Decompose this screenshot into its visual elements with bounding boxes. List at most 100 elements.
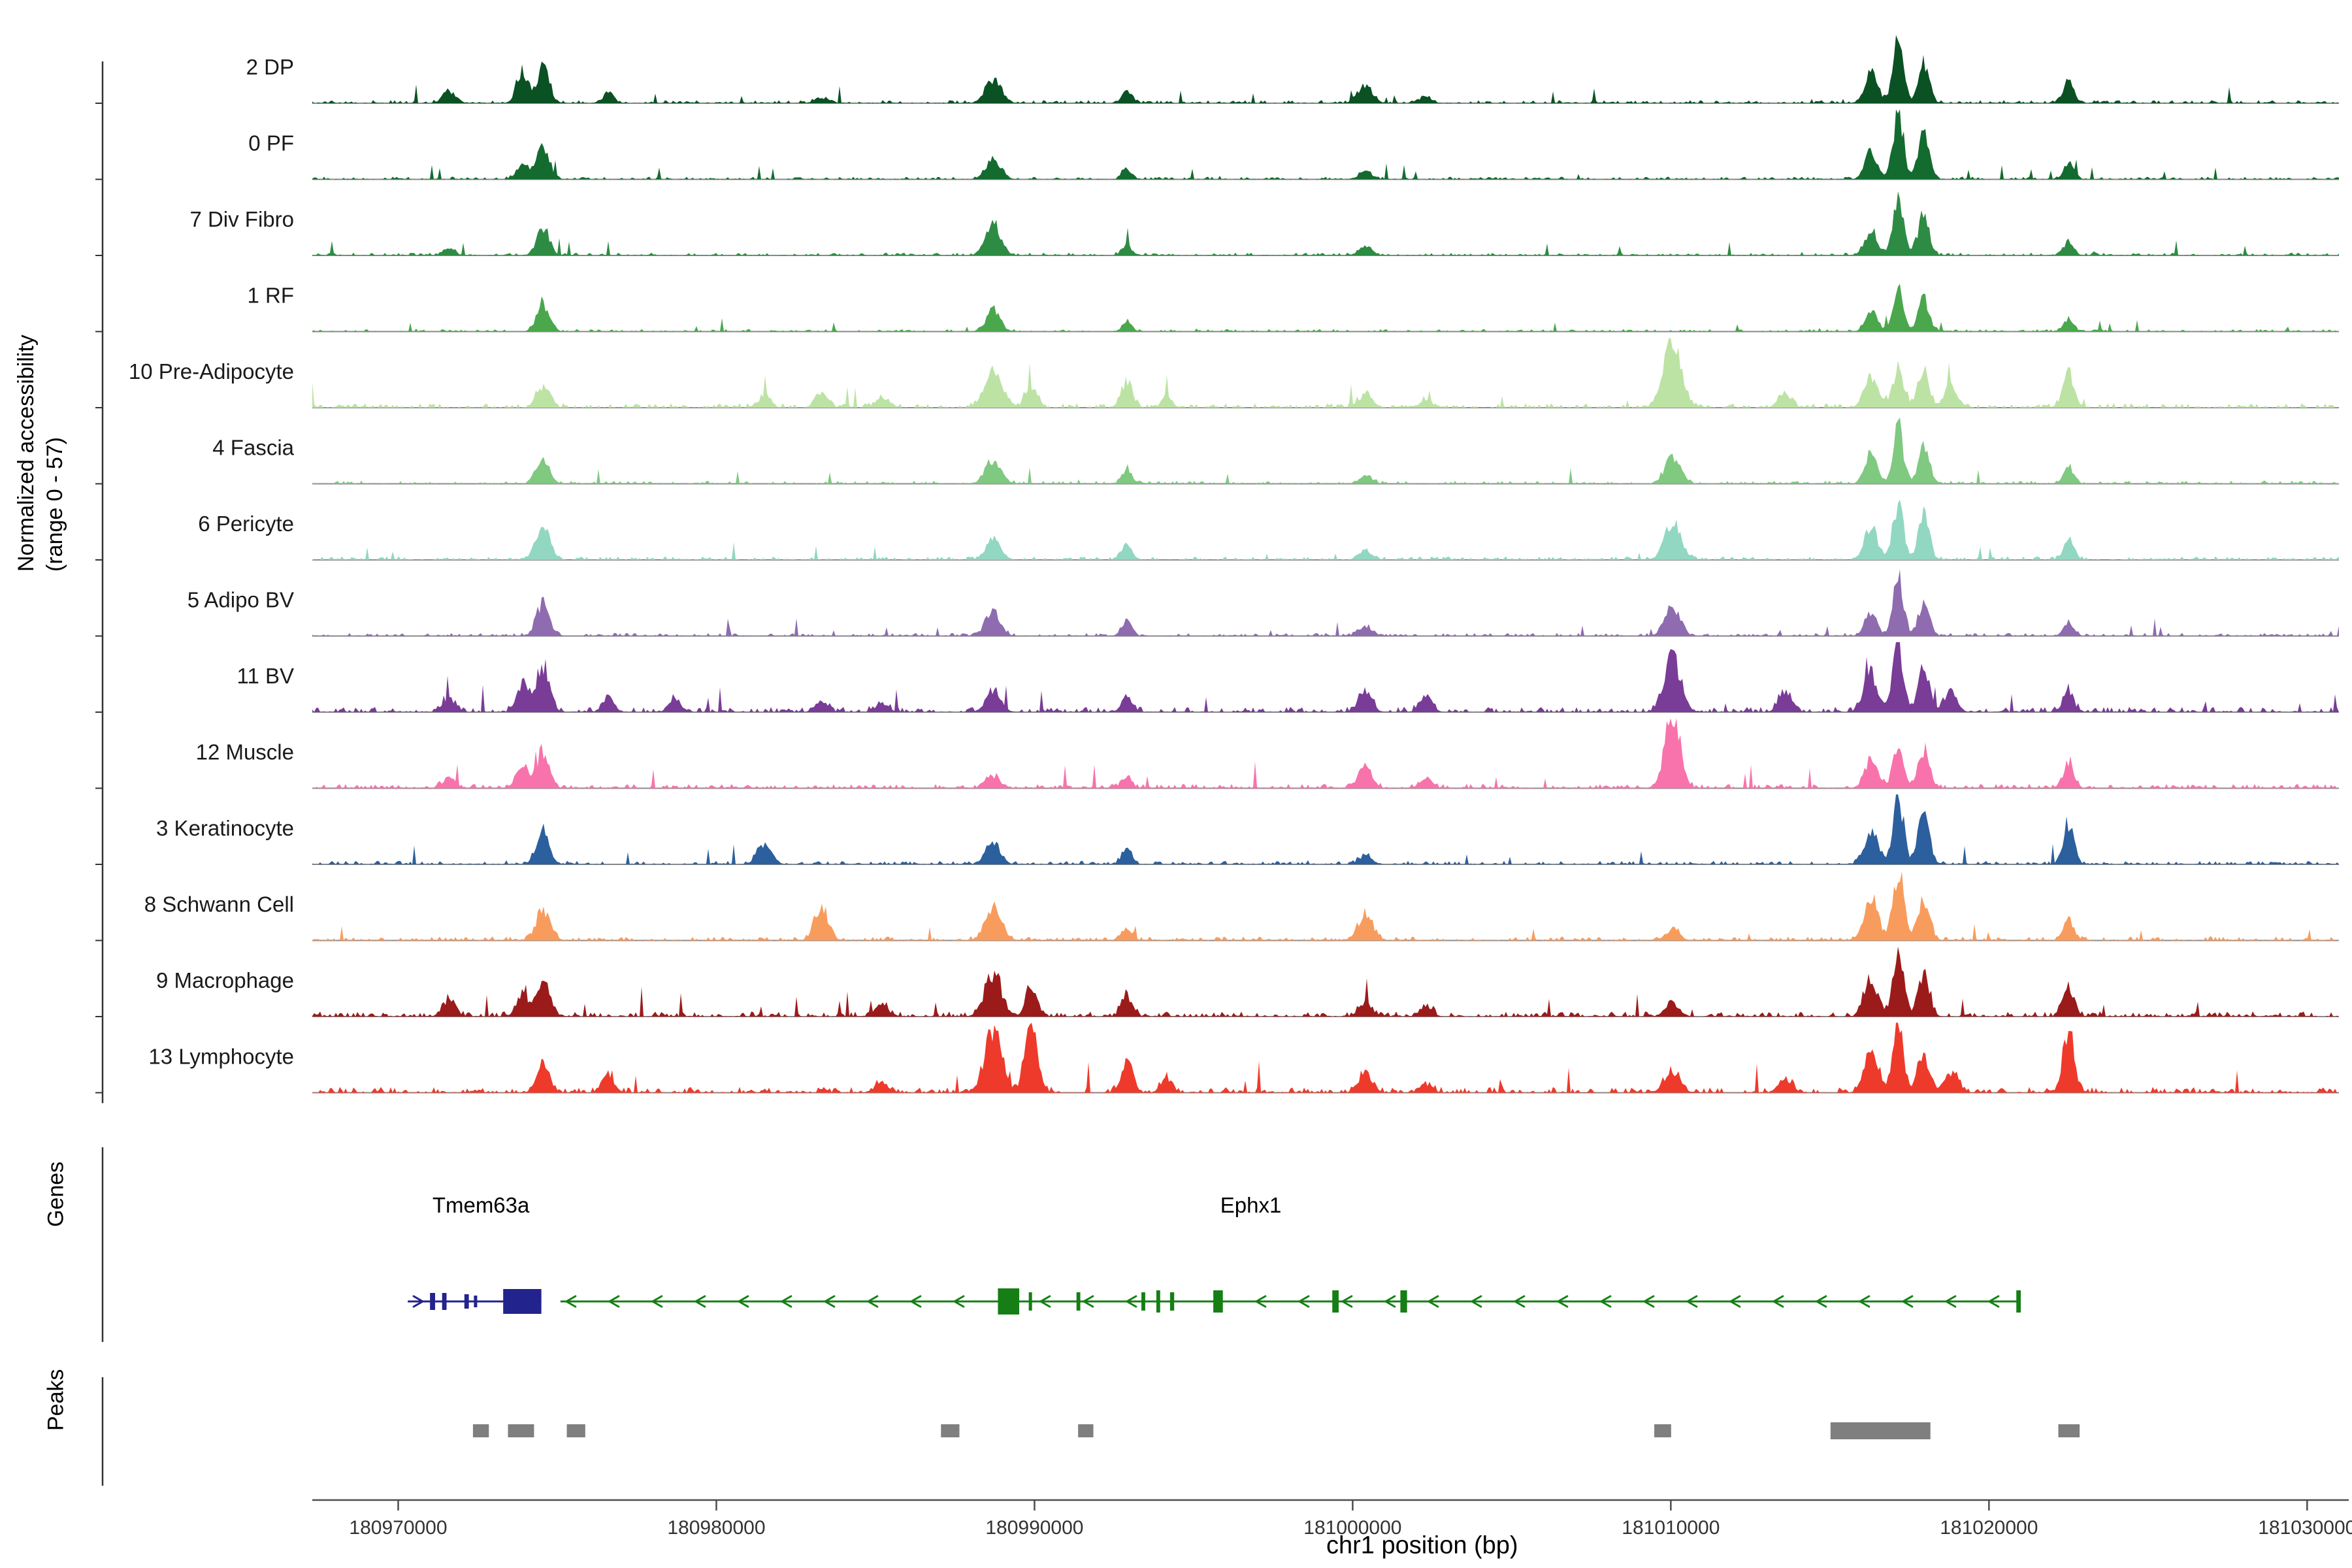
signal-area xyxy=(312,35,2339,104)
signal-track-1-rf: 1 RF xyxy=(247,284,2339,333)
signal-track-0-pf: 0 PF xyxy=(248,109,2339,180)
gene-exon xyxy=(1076,1292,1081,1311)
signal-area xyxy=(312,946,2339,1017)
track-label: 10 Pre-Adipocyte xyxy=(129,359,294,384)
strand-arrow-icon xyxy=(1471,1295,1482,1308)
strand-arrow-icon xyxy=(412,1295,424,1308)
signal-track-4-fascia: 4 Fascia xyxy=(212,417,2339,485)
signal-track-7-div-fibro: 7 Div Fibro xyxy=(189,191,2339,256)
gene-exon xyxy=(1400,1290,1407,1313)
strand-arrow-icon xyxy=(910,1295,922,1308)
track-label: 7 Div Fibro xyxy=(189,207,294,231)
signal-area xyxy=(312,499,2339,560)
gene-ephx1: Ephx1 xyxy=(560,1193,2021,1315)
track-label: 6 Pericyte xyxy=(198,512,294,536)
signal-track-11-bv: 11 BV xyxy=(237,642,2339,713)
track-label: 3 Keratinocyte xyxy=(156,816,294,840)
signal-area xyxy=(312,284,2339,332)
strand-arrow-icon xyxy=(1298,1295,1310,1308)
strand-arrow-icon xyxy=(1902,1295,1914,1308)
gene-exon xyxy=(442,1293,447,1310)
signal-track-12-muscle: 12 Muscle xyxy=(196,718,2339,789)
signal-track-6-pericyte: 6 Pericyte xyxy=(198,499,2339,561)
gene-name-label: Tmem63a xyxy=(433,1193,530,1217)
x-axis-tick-label: 181010000 xyxy=(1622,1517,1720,1539)
peak-region xyxy=(566,1424,585,1437)
x-axis-tick-label: 180980000 xyxy=(667,1517,765,1539)
gene-tmem63a: Tmem63a xyxy=(408,1193,542,1314)
signal-track-2-dp: 2 DP xyxy=(246,35,2339,104)
gene-exon xyxy=(474,1296,478,1307)
peak-region xyxy=(1078,1424,1094,1437)
signal-track-8-schwann-cell: 8 Schwann Cell xyxy=(144,871,2339,941)
signal-track-13-lymphocyte: 13 Lymphocyte xyxy=(148,1022,2339,1094)
gene-exon xyxy=(503,1289,542,1314)
gene-exon xyxy=(1141,1292,1145,1311)
peak-region xyxy=(1830,1422,1931,1439)
gene-exon xyxy=(998,1288,1020,1315)
strand-arrow-icon xyxy=(1945,1295,1957,1308)
gene-exon xyxy=(1028,1292,1032,1311)
gene-exon xyxy=(1169,1292,1175,1311)
signal-track-3-keratinocyte: 3 Keratinocyte xyxy=(156,794,2339,865)
signal-track-10-pre-adipocyte: 10 Pre-Adipocyte xyxy=(129,337,2339,408)
strand-arrow-icon xyxy=(824,1295,836,1308)
gene-exon xyxy=(464,1294,469,1309)
signal-area xyxy=(312,794,2339,864)
strand-arrow-icon xyxy=(651,1295,663,1308)
track-label: 8 Schwann Cell xyxy=(144,892,294,917)
strand-arrow-icon xyxy=(1816,1295,1827,1308)
signal-area xyxy=(312,109,2339,180)
strand-arrow-icon xyxy=(1988,1295,2000,1308)
x-axis-group: 180970000 180980000 180990000 181000000 1810… xyxy=(312,1499,2352,1539)
strand-arrow-icon xyxy=(1729,1295,1741,1308)
track-label: 5 Adipo BV xyxy=(188,588,294,612)
x-axis-tick-label: 180990000 xyxy=(985,1517,1083,1539)
tracks-group: 2 DP 0 PF 7 Div Fibro 1 RF 10 Pre-Adipocyte 4… xyxy=(129,35,2339,1094)
track-label: 9 Macrophage xyxy=(156,968,294,992)
peak-region xyxy=(2058,1424,2080,1437)
track-label: 0 PF xyxy=(248,131,294,155)
track-label: 13 Lymphocyte xyxy=(148,1045,294,1069)
strand-arrow-icon xyxy=(608,1295,620,1308)
strand-arrow-icon xyxy=(781,1295,792,1308)
strand-arrow-icon xyxy=(1039,1295,1051,1308)
strand-arrow-icon xyxy=(1514,1295,1526,1308)
track-label: 11 BV xyxy=(237,664,294,688)
signal-area xyxy=(312,191,2339,255)
strand-arrow-icon xyxy=(953,1295,965,1308)
strand-arrow-icon xyxy=(1126,1295,1137,1308)
track-label: 4 Fascia xyxy=(212,436,294,460)
genes-group: Tmem63a Ephx1 xyxy=(408,1193,2021,1315)
gene-exon xyxy=(1332,1290,1339,1313)
gene-exon xyxy=(2016,1290,2021,1313)
track-label: 12 Muscle xyxy=(196,740,294,764)
peak-region xyxy=(1654,1424,1671,1437)
x-axis-tick-label: 180970000 xyxy=(349,1517,447,1539)
strand-arrow-icon xyxy=(867,1295,879,1308)
x-axis-tick-label: 181020000 xyxy=(1940,1517,2038,1539)
gene-exon xyxy=(430,1293,435,1310)
peak-region xyxy=(472,1424,489,1437)
gene-exon xyxy=(1156,1290,1160,1313)
peak-region xyxy=(941,1424,960,1437)
signal-area xyxy=(312,569,2339,636)
strand-arrow-icon xyxy=(738,1295,749,1308)
gene-name-label: Ephx1 xyxy=(1220,1193,1282,1217)
x-axis-tick-label: 181030000 xyxy=(2258,1517,2352,1539)
strand-arrow-icon xyxy=(1600,1295,1612,1308)
strand-arrow-icon xyxy=(1083,1295,1094,1308)
signal-area xyxy=(312,871,2339,941)
signal-area xyxy=(312,1022,2339,1093)
track-label: 1 RF xyxy=(247,284,294,308)
strand-arrow-icon xyxy=(1643,1295,1655,1308)
signal-area xyxy=(312,337,2339,408)
strand-arrow-icon xyxy=(1255,1295,1267,1308)
track-label: 2 DP xyxy=(246,55,294,79)
strand-arrow-icon xyxy=(1341,1295,1353,1308)
strand-arrow-icon xyxy=(1384,1295,1396,1308)
strand-arrow-icon xyxy=(1557,1295,1569,1308)
signal-track-5-adipo-bv: 5 Adipo BV xyxy=(188,569,2339,637)
